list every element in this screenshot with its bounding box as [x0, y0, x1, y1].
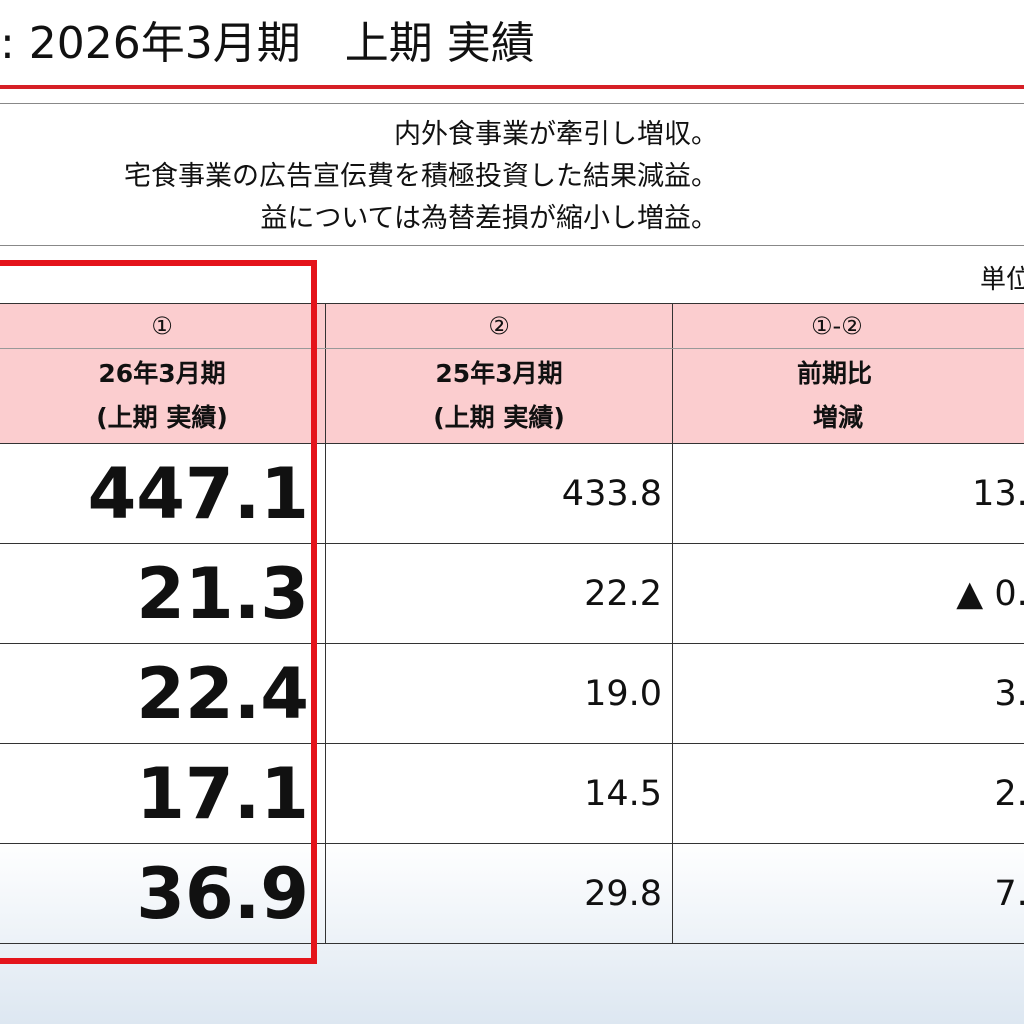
- previous-value: 29.8: [325, 843, 673, 944]
- title-underline: [0, 85, 1024, 89]
- current-value: 21.3: [0, 543, 326, 644]
- summary-item-text: 益については為替差損が縮小し増益。: [260, 203, 718, 234]
- change-value: 7.1: [672, 843, 1024, 944]
- change-value-text: ▲ 0.9: [956, 573, 1024, 614]
- unit-label: 単位: [980, 265, 1024, 295]
- header-marker-row: ① ② ①-②: [0, 303, 1024, 349]
- header-label-row: 26年3月期 (上期 実績) 25年3月期 (上期 実績) 前期比 増減: [0, 348, 1024, 444]
- previous-value: 433.8: [325, 443, 673, 544]
- column-marker-change: ①-②: [672, 303, 1024, 349]
- column-header-line: 増減: [813, 403, 864, 432]
- table-row: 21.3 22.2 ▲ 0.9: [0, 543, 1024, 644]
- change-value: 2.6: [672, 743, 1024, 844]
- current-value: 22.4: [0, 643, 326, 744]
- summary-item-text: 宅食事業の広告宣伝費を積極投資した結果減益。: [124, 161, 718, 192]
- page-title: : 2026年3月期 上期 実績: [0, 18, 535, 69]
- column-marker-current: ①: [0, 303, 326, 349]
- summary-list: 内外食事業が牽引し増収。 宅食事業の広告宣伝費を積極投資した結果減益。 益につい…: [0, 114, 1024, 240]
- previous-value: 22.2: [325, 543, 673, 644]
- results-table: ① ② ①-② 26年3月期 (上期 実績) 25年3月期 (上期 実績) 前期…: [0, 303, 1024, 944]
- column-header-line: (上期 実績): [433, 403, 565, 432]
- column-header-current: 26年3月期 (上期 実績): [0, 348, 326, 444]
- change-value: ▲ 0.9: [672, 543, 1024, 644]
- column-marker-previous: ②: [325, 303, 673, 349]
- change-value: 13.2: [672, 443, 1024, 544]
- column-header-line: 前期比: [797, 359, 873, 388]
- summary-item: 益については為替差損が縮小し増益。: [0, 198, 718, 240]
- change-value: 3.4: [672, 643, 1024, 744]
- table-row: 17.1 14.5 2.6: [0, 743, 1024, 844]
- column-header-previous: 25年3月期 (上期 実績): [325, 348, 673, 444]
- summary-item: 内外食事業が牽引し増収。: [0, 114, 718, 156]
- change-value-text: 13.2: [972, 473, 1024, 514]
- table-row: 22.4 19.0 3.4: [0, 643, 1024, 744]
- column-header-change: 前期比 増減: [672, 348, 1024, 444]
- change-value-text: 3.4: [994, 673, 1024, 714]
- column-header-line: 26年3月期: [98, 359, 226, 388]
- summary-top-divider: [0, 103, 1024, 104]
- current-value: 447.1: [0, 443, 326, 544]
- change-value-text: 2.6: [994, 773, 1024, 814]
- current-value: 17.1: [0, 743, 326, 844]
- table-row: 36.9 29.8 7.1: [0, 843, 1024, 944]
- column-header-line: 25年3月期: [435, 359, 563, 388]
- change-value-text: 7.1: [994, 873, 1024, 914]
- previous-value: 19.0: [325, 643, 673, 744]
- previous-value: 14.5: [325, 743, 673, 844]
- summary-item: 宅食事業の広告宣伝費を積極投資した結果減益。: [0, 156, 718, 198]
- column-header-line: (上期 実績): [96, 403, 228, 432]
- current-value: 36.9: [0, 843, 326, 944]
- summary-bottom-divider: [0, 245, 1024, 246]
- summary-item-text: 内外食事業が牽引し増収。: [394, 119, 718, 150]
- table-row: 447.1 433.8 13.2: [0, 443, 1024, 544]
